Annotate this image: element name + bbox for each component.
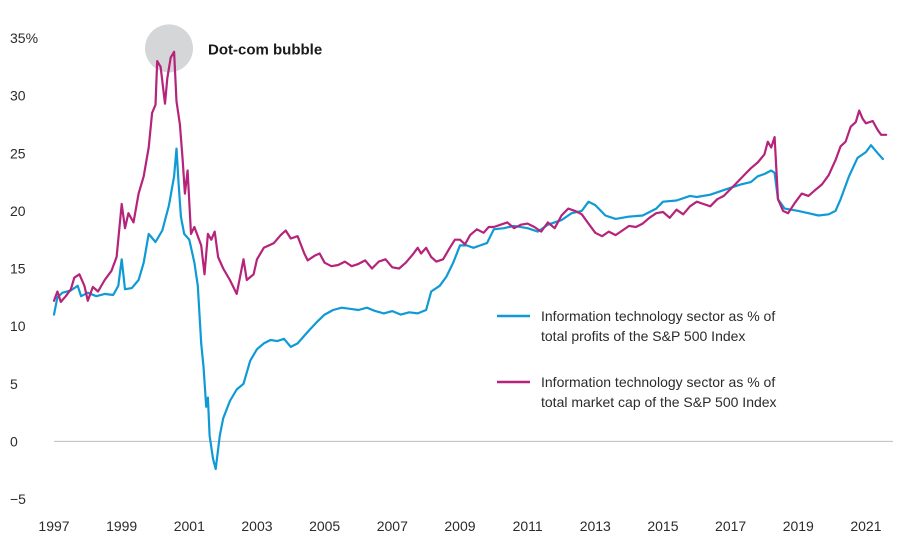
x-tick-label: 2009 <box>444 518 475 534</box>
legend-label: Information technology sector as % of <box>541 308 775 324</box>
x-tick-label: 2003 <box>241 518 272 534</box>
series-lines <box>52 50 888 471</box>
dot-com-bubble-label: Dot-com bubble <box>208 41 322 58</box>
y-tick-label: 20 <box>10 203 26 219</box>
y-tick-label: 30 <box>10 88 26 104</box>
x-tick-label: 2011 <box>513 518 543 534</box>
x-tick-label: 2005 <box>309 518 340 534</box>
y-tick-label: 10 <box>10 318 26 334</box>
y-tick-label: 5 <box>10 376 18 392</box>
y-axis-ticks: −5 0 5 10 15 20 25 30 35% <box>10 30 38 507</box>
x-axis-ticks: 1997 1999 2001 2003 2005 2007 2009 2011 2013 2015… <box>38 518 881 534</box>
y-tick-label: 35% <box>10 30 38 46</box>
x-tick-label: 2015 <box>647 518 678 534</box>
legend-label: total market cap of the S&P 500 Index <box>541 394 777 410</box>
x-tick-label: 2017 <box>715 518 746 534</box>
legend-label: Information technology sector as % of <box>541 374 775 390</box>
y-tick-label: 0 <box>10 433 18 449</box>
y-tick-label: 25 <box>10 145 26 161</box>
profits-series-line <box>52 144 884 471</box>
x-tick-label: 2019 <box>783 518 814 534</box>
market-cap-series-line <box>52 50 888 303</box>
x-tick-label: 2021 <box>850 518 881 534</box>
x-tick-label: 1997 <box>38 518 69 534</box>
dot-com-annotation: Dot-com bubble <box>145 24 322 73</box>
legend-label: total profits of the S&P 500 Index <box>541 328 745 344</box>
y-tick-label: 15 <box>10 261 26 277</box>
x-tick-label: 1999 <box>106 518 137 534</box>
legend: Information technology sector as % of tot… <box>497 308 777 410</box>
y-tick-label: −5 <box>10 491 26 507</box>
x-tick-label: 2007 <box>377 518 408 534</box>
x-tick-label: 2001 <box>174 518 205 534</box>
x-tick-label: 2013 <box>580 518 611 534</box>
